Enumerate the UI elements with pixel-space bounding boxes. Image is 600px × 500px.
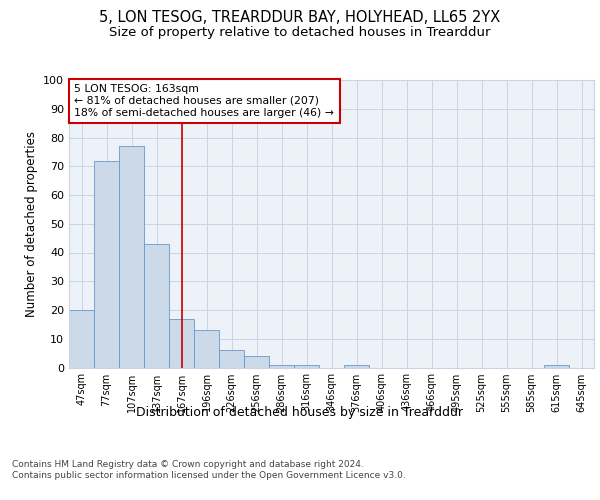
Text: 5 LON TESOG: 163sqm
← 81% of detached houses are smaller (207)
18% of semi-detac: 5 LON TESOG: 163sqm ← 81% of detached ho… <box>74 84 334 117</box>
Bar <box>194 330 219 368</box>
Bar <box>269 364 294 368</box>
Bar <box>69 310 94 368</box>
Bar <box>169 318 194 368</box>
Bar <box>144 244 169 368</box>
Y-axis label: Number of detached properties: Number of detached properties <box>25 130 38 317</box>
Text: Size of property relative to detached houses in Trearddur: Size of property relative to detached ho… <box>109 26 491 39</box>
Bar <box>344 364 369 368</box>
Bar <box>244 356 269 368</box>
Text: 5, LON TESOG, TREARDDUR BAY, HOLYHEAD, LL65 2YX: 5, LON TESOG, TREARDDUR BAY, HOLYHEAD, L… <box>100 10 500 25</box>
Bar <box>294 364 319 368</box>
Bar <box>219 350 244 368</box>
Text: Contains HM Land Registry data © Crown copyright and database right 2024.
Contai: Contains HM Land Registry data © Crown c… <box>12 460 406 479</box>
Bar <box>94 160 119 368</box>
Bar <box>544 364 569 368</box>
Bar <box>119 146 144 368</box>
Text: Distribution of detached houses by size in Trearddur: Distribution of detached houses by size … <box>137 406 464 419</box>
